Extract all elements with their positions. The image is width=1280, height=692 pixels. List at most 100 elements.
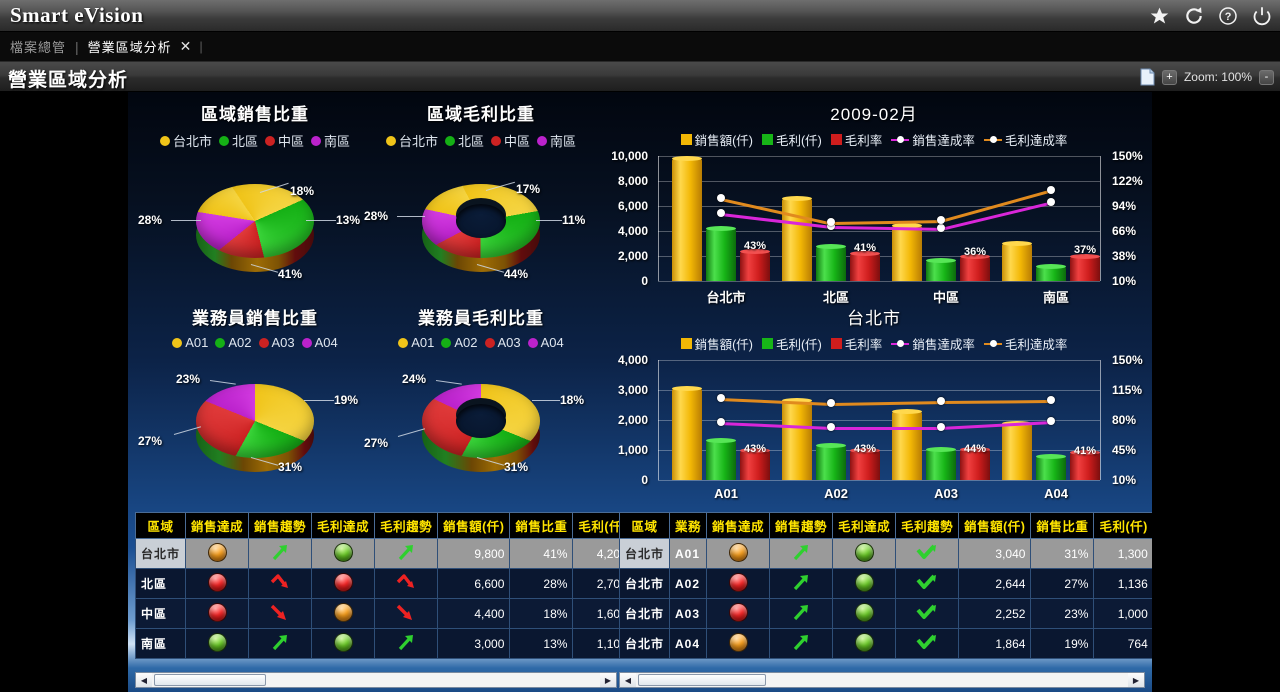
line-profit-rate-point[interactable] (827, 399, 835, 407)
chart-salesperson-sales-share[interactable]: 業務員銷售比重 A01 A02 A03 A04 23% 19% 27% 31% (138, 304, 372, 492)
legend-item: A02 (441, 335, 478, 350)
chart-region-sales-share[interactable]: 區域銷售比重 台北市 北區 中區 南區 18% 13% 28% 41% (138, 100, 372, 292)
cell-sales-amount: 2,644 (958, 568, 1032, 599)
bar-margin[interactable] (740, 448, 770, 480)
bar-sales[interactable] (892, 223, 922, 281)
col-sales-amount[interactable]: 銷售額(仟) (437, 512, 511, 539)
col-profit-trend[interactable]: 毛利趨勢 (374, 512, 439, 539)
zoom-out-button[interactable]: - (1259, 69, 1274, 85)
region-table[interactable]: 區域 銷售達成 銷售趨勢 毛利達成 毛利趨勢 銷售額(仟) 銷售比重 毛利(仟)… (134, 512, 633, 659)
tab-close-icon[interactable]: ✕ (179, 38, 192, 54)
col-sales-status[interactable]: 銷售達成 (185, 512, 250, 539)
tab-sales-region-analysis[interactable]: 營業區域分析 (87, 40, 172, 55)
bar-profit[interactable] (1036, 454, 1066, 480)
bar-margin[interactable] (850, 448, 880, 480)
bar-profit[interactable] (706, 226, 736, 281)
bar-sales[interactable] (672, 386, 702, 480)
line-sales-rate-point[interactable] (937, 224, 945, 232)
col-sales-trend[interactable]: 銷售趨勢 (769, 512, 834, 539)
bar-sales[interactable] (1002, 421, 1032, 480)
help-icon[interactable]: ? (1217, 6, 1238, 27)
bar-margin[interactable] (1070, 254, 1100, 281)
donut-hole (456, 204, 506, 238)
chart-salesperson-profit-share[interactable]: 業務員毛利比重 A01 A02 A03 A04 24% 18% 27 (364, 304, 598, 492)
salesperson-table[interactable]: 區域 業務 銷售達成 銷售趨勢 毛利達成 毛利趨勢 銷售額(仟) 銷售比重 毛利… (618, 512, 1152, 659)
bar-sales[interactable] (672, 156, 702, 281)
bar-sales[interactable] (782, 398, 812, 480)
bar-profit[interactable] (926, 258, 956, 281)
line-profit-rate-point[interactable] (717, 194, 725, 202)
refresh-icon[interactable] (1183, 6, 1204, 27)
table-row[interactable]: 台北市 A04 1,864 19% 764 (618, 628, 1152, 659)
scroll-left-arrow-icon[interactable]: ◀ (620, 673, 636, 687)
bar-margin[interactable] (1070, 450, 1100, 480)
chart-region-profit-share[interactable]: 區域毛利比重 台北市 北區 中區 南區 17% 11% 28% (364, 100, 598, 292)
line-sales-rate-point[interactable] (1047, 198, 1055, 206)
zoom-in-button[interactable]: + (1161, 69, 1177, 85)
table-row[interactable]: 台北市 A01 3,040 31% 1,300 (618, 538, 1152, 569)
table-row[interactable]: 台北市 A03 2,252 23% 1,000 (618, 598, 1152, 629)
col-sales-status[interactable]: 銷售達成 (706, 512, 771, 539)
col-rep[interactable]: 業務 (669, 512, 708, 539)
bar-profit[interactable] (706, 438, 736, 480)
bar-margin[interactable] (850, 251, 880, 281)
line-sales-rate-point[interactable] (717, 209, 725, 217)
legend-item: 毛利(仟) (761, 334, 822, 353)
col-profit-trend[interactable]: 毛利趨勢 (895, 512, 960, 539)
bar-margin[interactable] (960, 447, 990, 480)
line-profit-rate-point[interactable] (937, 216, 945, 224)
line-sales-rate-point[interactable] (827, 222, 835, 230)
bar-profit[interactable] (926, 447, 956, 480)
bar-margin[interactable] (740, 249, 770, 281)
y-tick: 0 (641, 274, 648, 288)
table-row[interactable]: 北區 6,600 28% 2,700 (134, 568, 633, 599)
line-sales-rate-point[interactable] (1047, 417, 1055, 425)
col-profit-status[interactable]: 毛利達成 (311, 512, 376, 539)
line-profit-rate-point[interactable] (1047, 396, 1055, 404)
line-profit-rate-point[interactable] (717, 394, 725, 402)
bar-sales[interactable] (782, 196, 812, 281)
scroll-thumb[interactable] (638, 674, 766, 686)
col-profit-status[interactable]: 毛利達成 (832, 512, 897, 539)
y-tick: 4,000 (617, 224, 648, 238)
line-sales-rate-point[interactable] (717, 418, 725, 426)
col-sales-share[interactable]: 銷售比重 (1030, 512, 1095, 539)
scroll-right-arrow-icon[interactable]: ▶ (1128, 673, 1144, 687)
tab-file-explorer[interactable]: 檔案總管 (10, 40, 67, 55)
line-profit-rate-point[interactable] (827, 218, 835, 226)
line-profit-rate-point[interactable] (937, 397, 945, 405)
chart-region-monthly-combo[interactable]: 2009-02月 銷售額(仟) 毛利(仟) 毛利率 銷售達成率 毛利達成率 0 … (596, 100, 1152, 335)
scroll-thumb[interactable] (154, 674, 266, 686)
scroll-track[interactable] (636, 673, 1128, 687)
favorite-star-icon[interactable] (1149, 6, 1170, 27)
table-row[interactable]: 中區 4,400 18% 1,600 (134, 598, 633, 629)
bar-sales[interactable] (1002, 241, 1032, 281)
table-row[interactable]: 台北市 9,800 41% 4,200 (134, 538, 633, 569)
col-profit-amount[interactable]: 毛利(仟) (1093, 512, 1152, 539)
bar-margin[interactable] (960, 254, 990, 281)
line-profit-rate-point[interactable] (1047, 186, 1055, 194)
scroll-track[interactable] (152, 673, 600, 687)
table-row[interactable]: 南區 3,000 13% 1,100 (134, 628, 633, 659)
scroll-right-arrow-icon[interactable]: ▶ (600, 673, 616, 687)
col-region[interactable]: 區域 (618, 512, 671, 539)
col-sales-share[interactable]: 銷售比重 (509, 512, 574, 539)
table-row[interactable]: 台北市 A02 2,644 27% 1,136 (618, 568, 1152, 599)
legend-item: 毛利率 (830, 334, 882, 353)
bar-sales[interactable] (892, 409, 922, 480)
col-region[interactable]: 區域 (134, 512, 187, 539)
scroll-left-arrow-icon[interactable]: ◀ (136, 673, 152, 687)
line-sales-rate-point[interactable] (827, 423, 835, 431)
power-icon[interactable] (1251, 6, 1272, 27)
document-icon[interactable] (1140, 68, 1155, 86)
bar-profit[interactable] (816, 443, 846, 480)
bar-profit[interactable] (816, 244, 846, 281)
col-sales-amount[interactable]: 銷售額(仟) (958, 512, 1032, 539)
bar-profit[interactable] (1036, 264, 1066, 281)
salesperson-table-hscrollbar[interactable]: ◀ ▶ (619, 672, 1145, 688)
line-sales-rate-point[interactable] (937, 423, 945, 431)
col-sales-trend[interactable]: 銷售趨勢 (248, 512, 313, 539)
region-table-hscrollbar[interactable]: ◀ ▶ (135, 672, 617, 688)
legend-swatch-sales (680, 338, 692, 349)
chart-taipei-salesperson-combo[interactable]: 台北市 銷售額(仟) 毛利(仟) 毛利率 銷售達成率 毛利達成率 0 1,000… (596, 304, 1152, 529)
